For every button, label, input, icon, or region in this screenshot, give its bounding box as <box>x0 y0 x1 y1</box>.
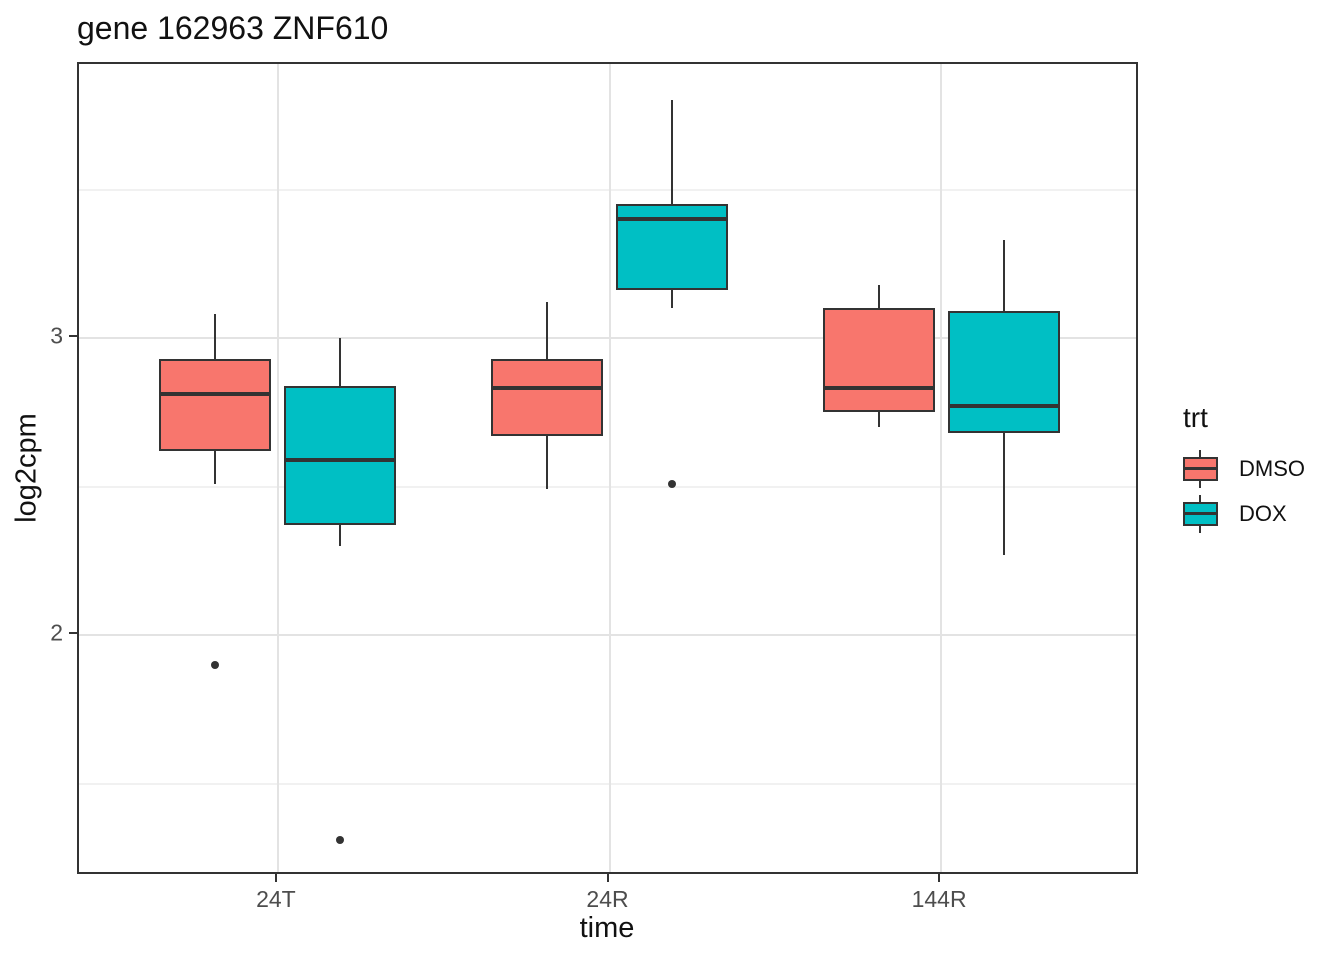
x-tick-label: 24T <box>256 886 296 912</box>
y-tick-label: 3 <box>50 322 63 349</box>
boxplot-box <box>284 385 397 526</box>
legend-key-dox-icon <box>1183 495 1218 533</box>
boxplot-median-line <box>159 392 272 397</box>
legend-key-median <box>1185 512 1216 515</box>
x-axis-tick <box>938 874 941 882</box>
x-tick-label: 144R <box>911 886 967 912</box>
gridline-major-vertical <box>276 64 279 872</box>
boxplot-median-line <box>284 457 397 462</box>
legend-title: trt <box>1183 402 1208 433</box>
gridline-minor-horizontal <box>79 485 1136 488</box>
boxplot-box <box>947 311 1060 434</box>
outlier-point <box>211 660 220 669</box>
plot-title: gene 162963 ZNF610 <box>77 10 389 46</box>
boxplot-median-line <box>947 404 1060 409</box>
legend-key-dmso-icon <box>1183 450 1218 488</box>
legend-label: DOX <box>1239 501 1287 526</box>
legend: trt DMSO DOX <box>1183 402 1305 540</box>
x-tick-label: 24R <box>586 886 629 912</box>
boxplot-box <box>822 308 935 413</box>
y-axis-title: log2cpm <box>10 413 43 523</box>
legend-label: DMSO <box>1239 456 1305 481</box>
gridline-major-horizontal <box>79 634 1136 636</box>
gridline-minor-horizontal <box>79 782 1136 785</box>
boxplot-median-line <box>491 386 603 391</box>
y-tick-label: 2 <box>50 619 63 646</box>
legend-entry: DOX <box>1183 495 1305 533</box>
boxplot-box <box>159 358 272 451</box>
outlier-point <box>336 835 345 844</box>
legend-entry: DMSO <box>1183 450 1305 488</box>
y-axis-tick <box>69 335 77 337</box>
x-axis-title: time <box>579 912 635 944</box>
gridline-major-vertical <box>608 64 611 872</box>
y-axis-tick <box>69 632 77 634</box>
boxplot-box <box>491 358 603 436</box>
x-axis-tick <box>274 874 277 882</box>
outlier-point <box>668 479 676 488</box>
legend-entries: DMSO DOX <box>1183 450 1305 533</box>
legend-key-median <box>1185 467 1216 470</box>
x-axis-tick <box>606 874 609 882</box>
plot-panel <box>77 62 1138 874</box>
boxplot-median-line <box>616 217 728 222</box>
boxplot-median-line <box>822 386 935 391</box>
gridline-major-horizontal <box>79 337 1136 339</box>
gridline-major-vertical <box>940 64 943 872</box>
gridline-minor-horizontal <box>79 188 1136 191</box>
boxplot-whisker <box>671 100 673 309</box>
